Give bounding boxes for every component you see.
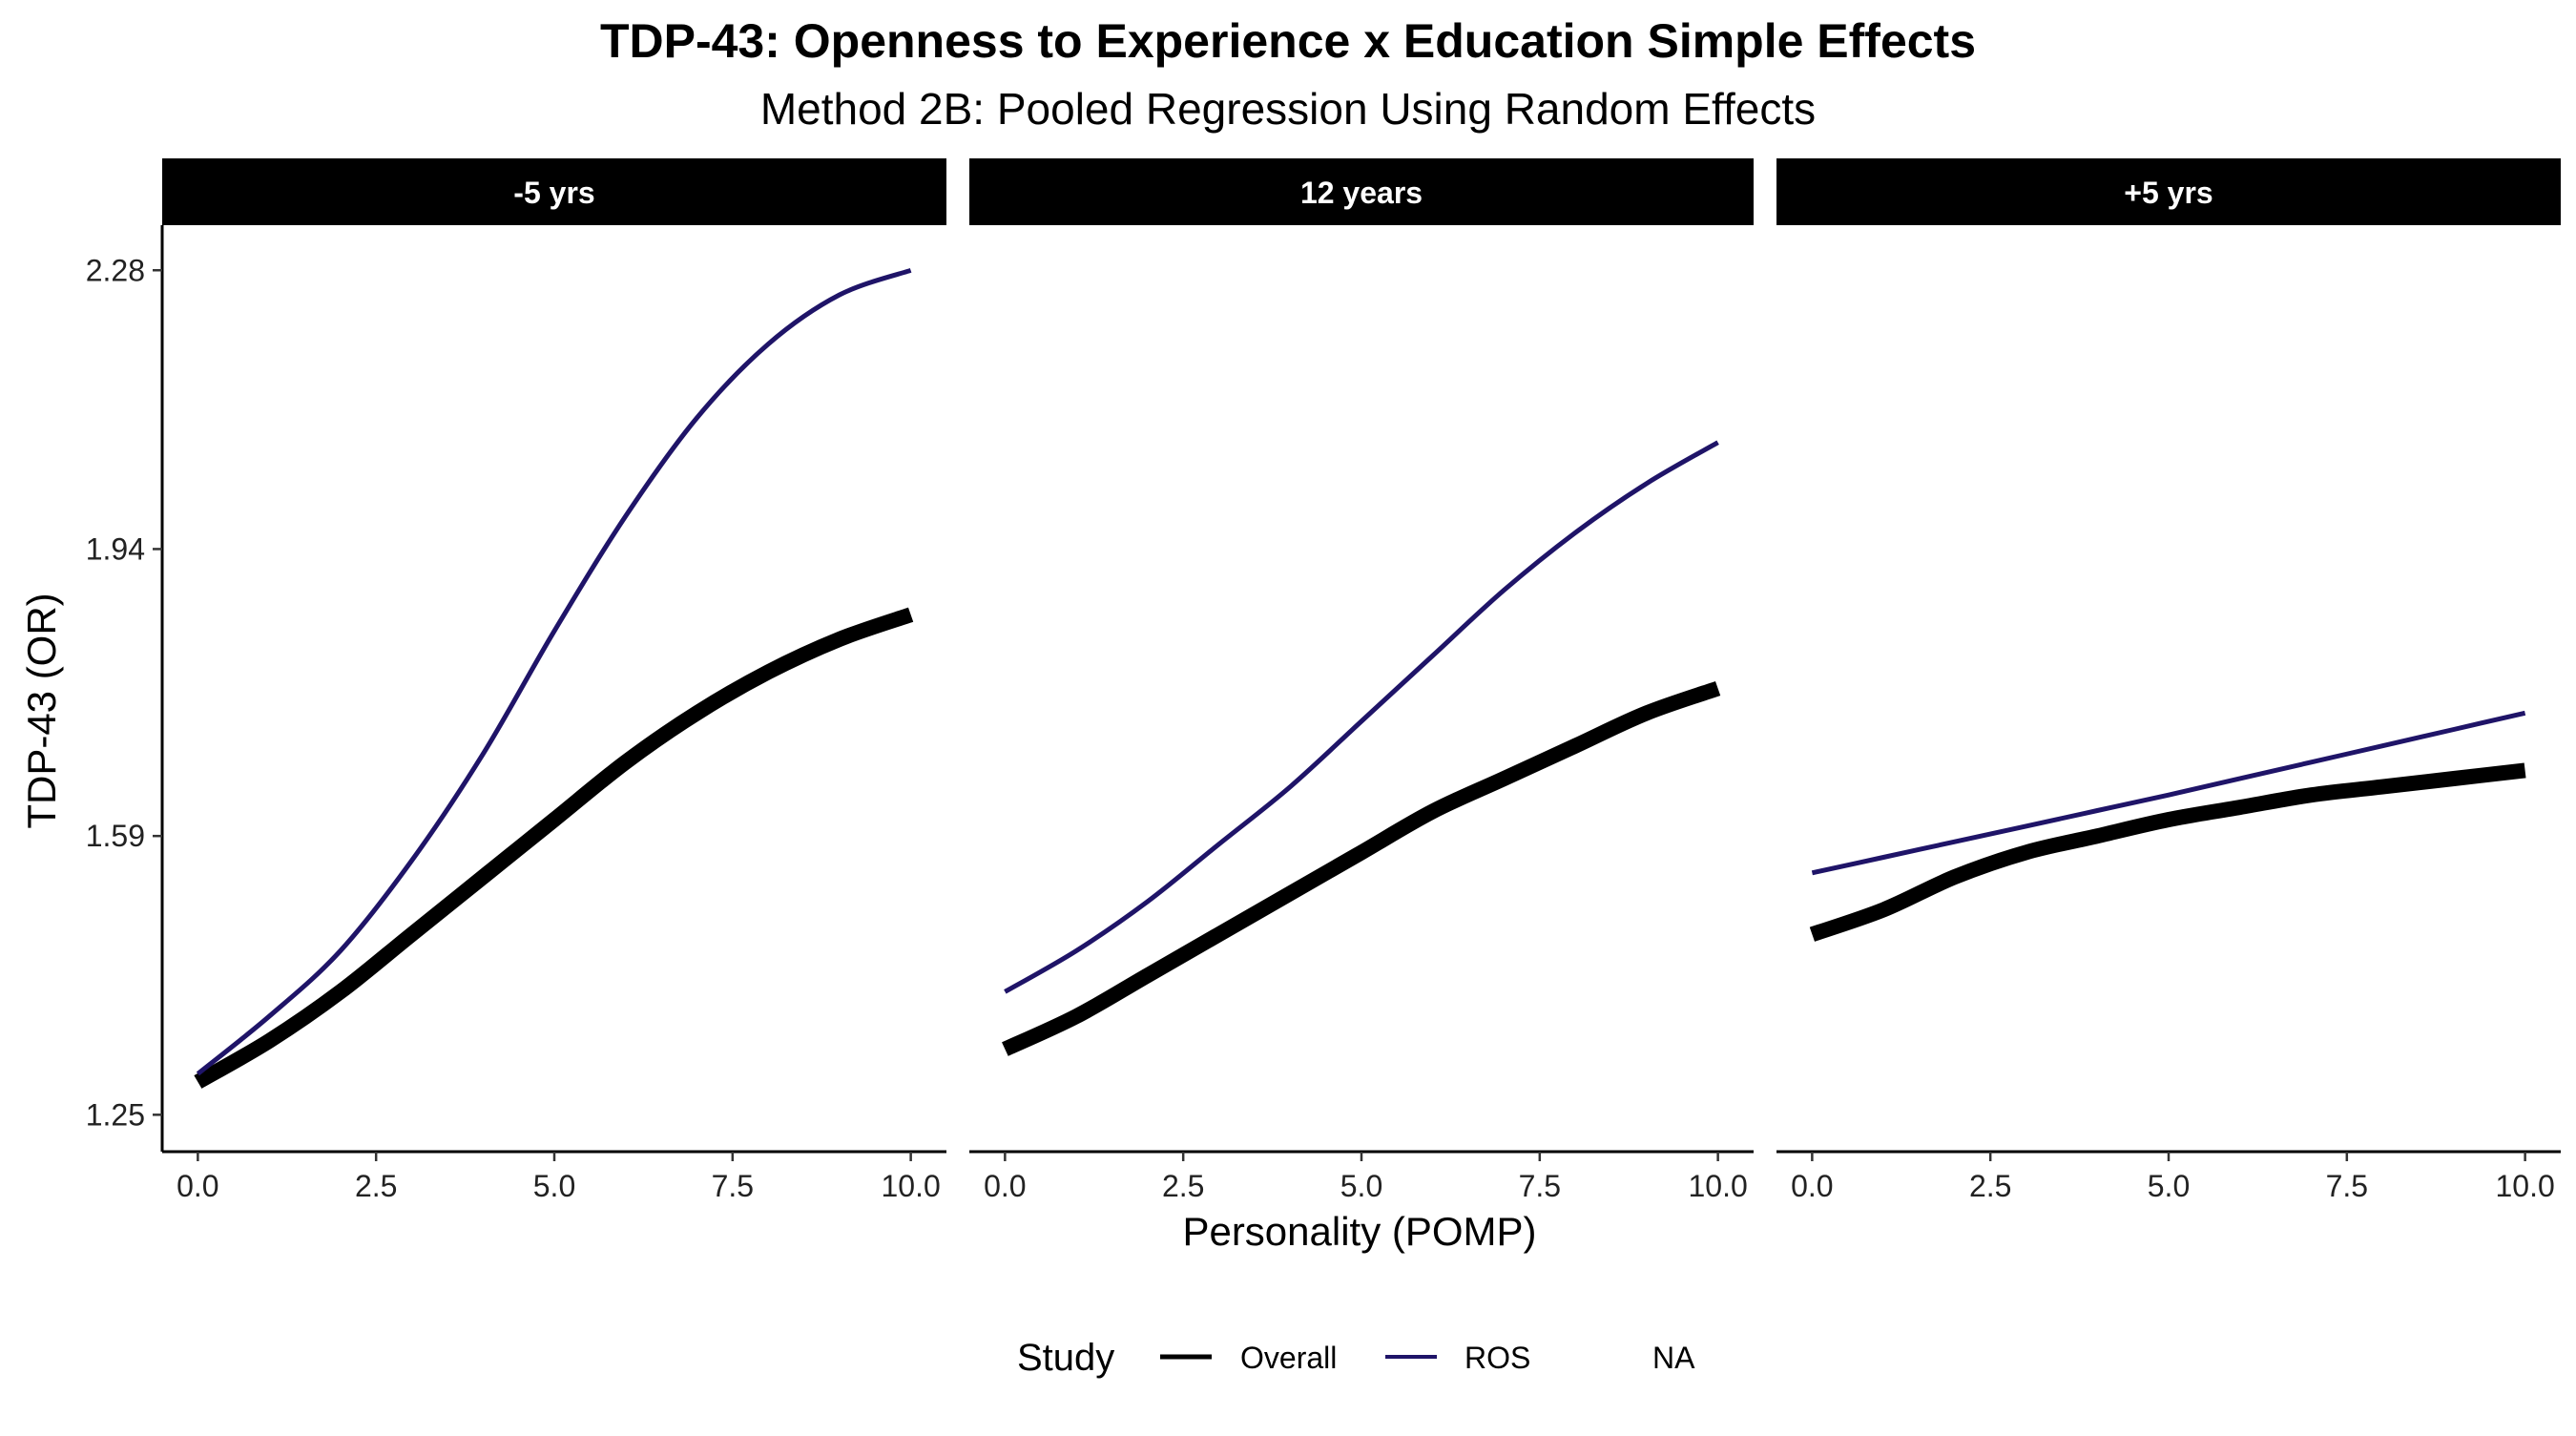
series-line-ros — [196, 267, 912, 1076]
series-line-ros — [1004, 440, 1719, 994]
series-line-overall — [1002, 680, 1721, 1056]
y-tick-label: 1.94 — [86, 531, 145, 566]
y-tick-label: 1.59 — [86, 819, 145, 853]
y-tick-label: 1.25 — [86, 1097, 145, 1132]
x-tick-label: 5.0 — [1340, 1169, 1382, 1203]
x-tick-label: 2.5 — [1969, 1169, 2011, 1203]
panel-5-yrs: -5 yrs 0.0 2.5 5.0 7.5 10.0 1.25 1.59 1.94 2.28 — [86, 158, 946, 1203]
series-line-ros — [1811, 710, 2526, 876]
x-tick-label: 10.0 — [881, 1169, 940, 1203]
x-tick-label: 7.5 — [712, 1169, 754, 1203]
legend-label-overall: Overall — [1240, 1341, 1337, 1375]
panel-strip-12-years — [969, 158, 1754, 225]
panel-strip-5-yrs — [162, 158, 946, 225]
x-axis-label: Personality (POMP) — [1182, 1209, 1536, 1254]
panel-strip-5-yrs — [1776, 158, 2561, 225]
x-tick-label: 7.5 — [2326, 1169, 2368, 1203]
legend-label-ros: ROS — [1465, 1341, 1530, 1375]
legend-label-na: NA — [1652, 1341, 1695, 1375]
x-tick-label: 7.5 — [1519, 1169, 1561, 1203]
panel-5-yrs: +5 yrs 0.0 2.5 5.0 7.5 10.0 — [1776, 158, 2561, 1203]
panel-strip-label: 12 years — [1300, 176, 1423, 210]
x-tick-label: 0.0 — [1791, 1169, 1833, 1203]
panel-12-years: 12 years 0.0 2.5 5.0 7.5 10.0 — [969, 158, 1754, 1203]
y-axis-label: TDP-43 (OR) — [19, 593, 64, 828]
x-tick-label: 2.5 — [1162, 1169, 1204, 1203]
legend-title: Study — [1017, 1337, 1114, 1379]
series-line-overall — [1809, 762, 2526, 942]
x-tick-label: 5.0 — [533, 1169, 575, 1203]
chart-subtitle: Method 2B: Pooled Regression Using Rando… — [760, 84, 1816, 134]
x-tick-label: 0.0 — [177, 1169, 218, 1203]
x-tick-label: 2.5 — [355, 1169, 397, 1203]
panel-strip-label: +5 yrs — [2124, 176, 2212, 210]
x-tick-label: 10.0 — [1688, 1169, 1747, 1203]
x-tick-label: 5.0 — [2148, 1169, 2190, 1203]
legend: Study Overall ROS NA — [1017, 1337, 1695, 1379]
x-tick-label: 0.0 — [984, 1169, 1026, 1203]
panels-layer: -5 yrs 0.0 2.5 5.0 7.5 10.0 1.25 1.59 1.94 2.28 12… — [86, 158, 2561, 1203]
y-tick-label: 2.28 — [86, 253, 145, 287]
series-line-overall — [194, 607, 914, 1089]
x-tick-label: 10.0 — [2495, 1169, 2554, 1203]
panel-strip-label: -5 yrs — [513, 176, 594, 210]
chart-title: TDP-43: Openness to Experience x Educati… — [600, 14, 1976, 68]
